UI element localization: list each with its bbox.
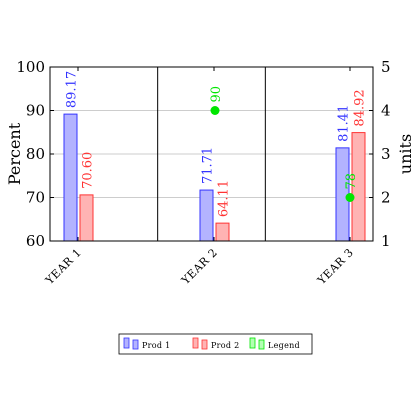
data-label: 84.92 — [353, 89, 368, 126]
bar-prod-2-0 — [79, 194, 94, 242]
legend-swatch — [123, 337, 130, 349]
data-label: 90 — [209, 86, 224, 103]
marker-legend — [210, 106, 220, 115]
bar-prod-2-1 — [215, 222, 230, 242]
legend-swatch — [192, 337, 199, 349]
y-tick-label: 90 — [26, 102, 45, 120]
y-tick-label: 70 — [26, 189, 45, 207]
data-label: 81.41 — [337, 105, 352, 142]
markers — [210, 106, 355, 202]
legend-swatch — [132, 339, 139, 350]
y-tick-label: 60 — [26, 232, 45, 250]
x-tick-label: YEAR 3 — [314, 246, 356, 288]
y-tick-label: 80 — [26, 145, 45, 163]
legend: Prod 1 Prod 2 Legend — [118, 333, 313, 355]
y-axis-right: 1 2 3 4 5 — [369, 58, 391, 250]
x-tick-label: YEAR 1 — [42, 246, 84, 288]
x-tick-label: YEAR 2 — [178, 246, 220, 288]
data-label: 71.71 — [201, 147, 216, 184]
data-label: 78 — [344, 173, 359, 190]
y2-tick-label: 5 — [381, 58, 391, 76]
y2-axis-title: units — [396, 134, 415, 174]
bar-prod-1-1 — [199, 189, 214, 242]
bar-prod-1-0 — [63, 113, 78, 242]
y2-tick-label: 4 — [381, 102, 391, 120]
data-label: 70.60 — [81, 152, 96, 189]
legend-label: Prod 2 — [211, 341, 240, 350]
y2-tick-label: 3 — [381, 145, 391, 163]
legend-swatch — [201, 339, 208, 350]
legend-label: Legend — [268, 341, 300, 350]
data-labels: 89.17 71.71 81.41 70.60 64.11 84.92 90 78 — [65, 71, 368, 217]
y2-tick-label: 2 — [381, 189, 391, 207]
data-label: 64.11 — [217, 180, 232, 217]
y-axis-title: Percent — [5, 122, 24, 185]
marker-legend — [345, 193, 355, 202]
legend-label: Prod 1 — [142, 341, 171, 350]
y2-tick-label: 1 — [381, 232, 391, 250]
y-tick-label: 100 — [16, 58, 45, 76]
legend-swatch — [249, 337, 256, 349]
y-axis-left: 60 70 80 90 100 — [16, 58, 54, 250]
data-label: 89.17 — [65, 71, 80, 108]
legend-swatch — [258, 339, 265, 350]
